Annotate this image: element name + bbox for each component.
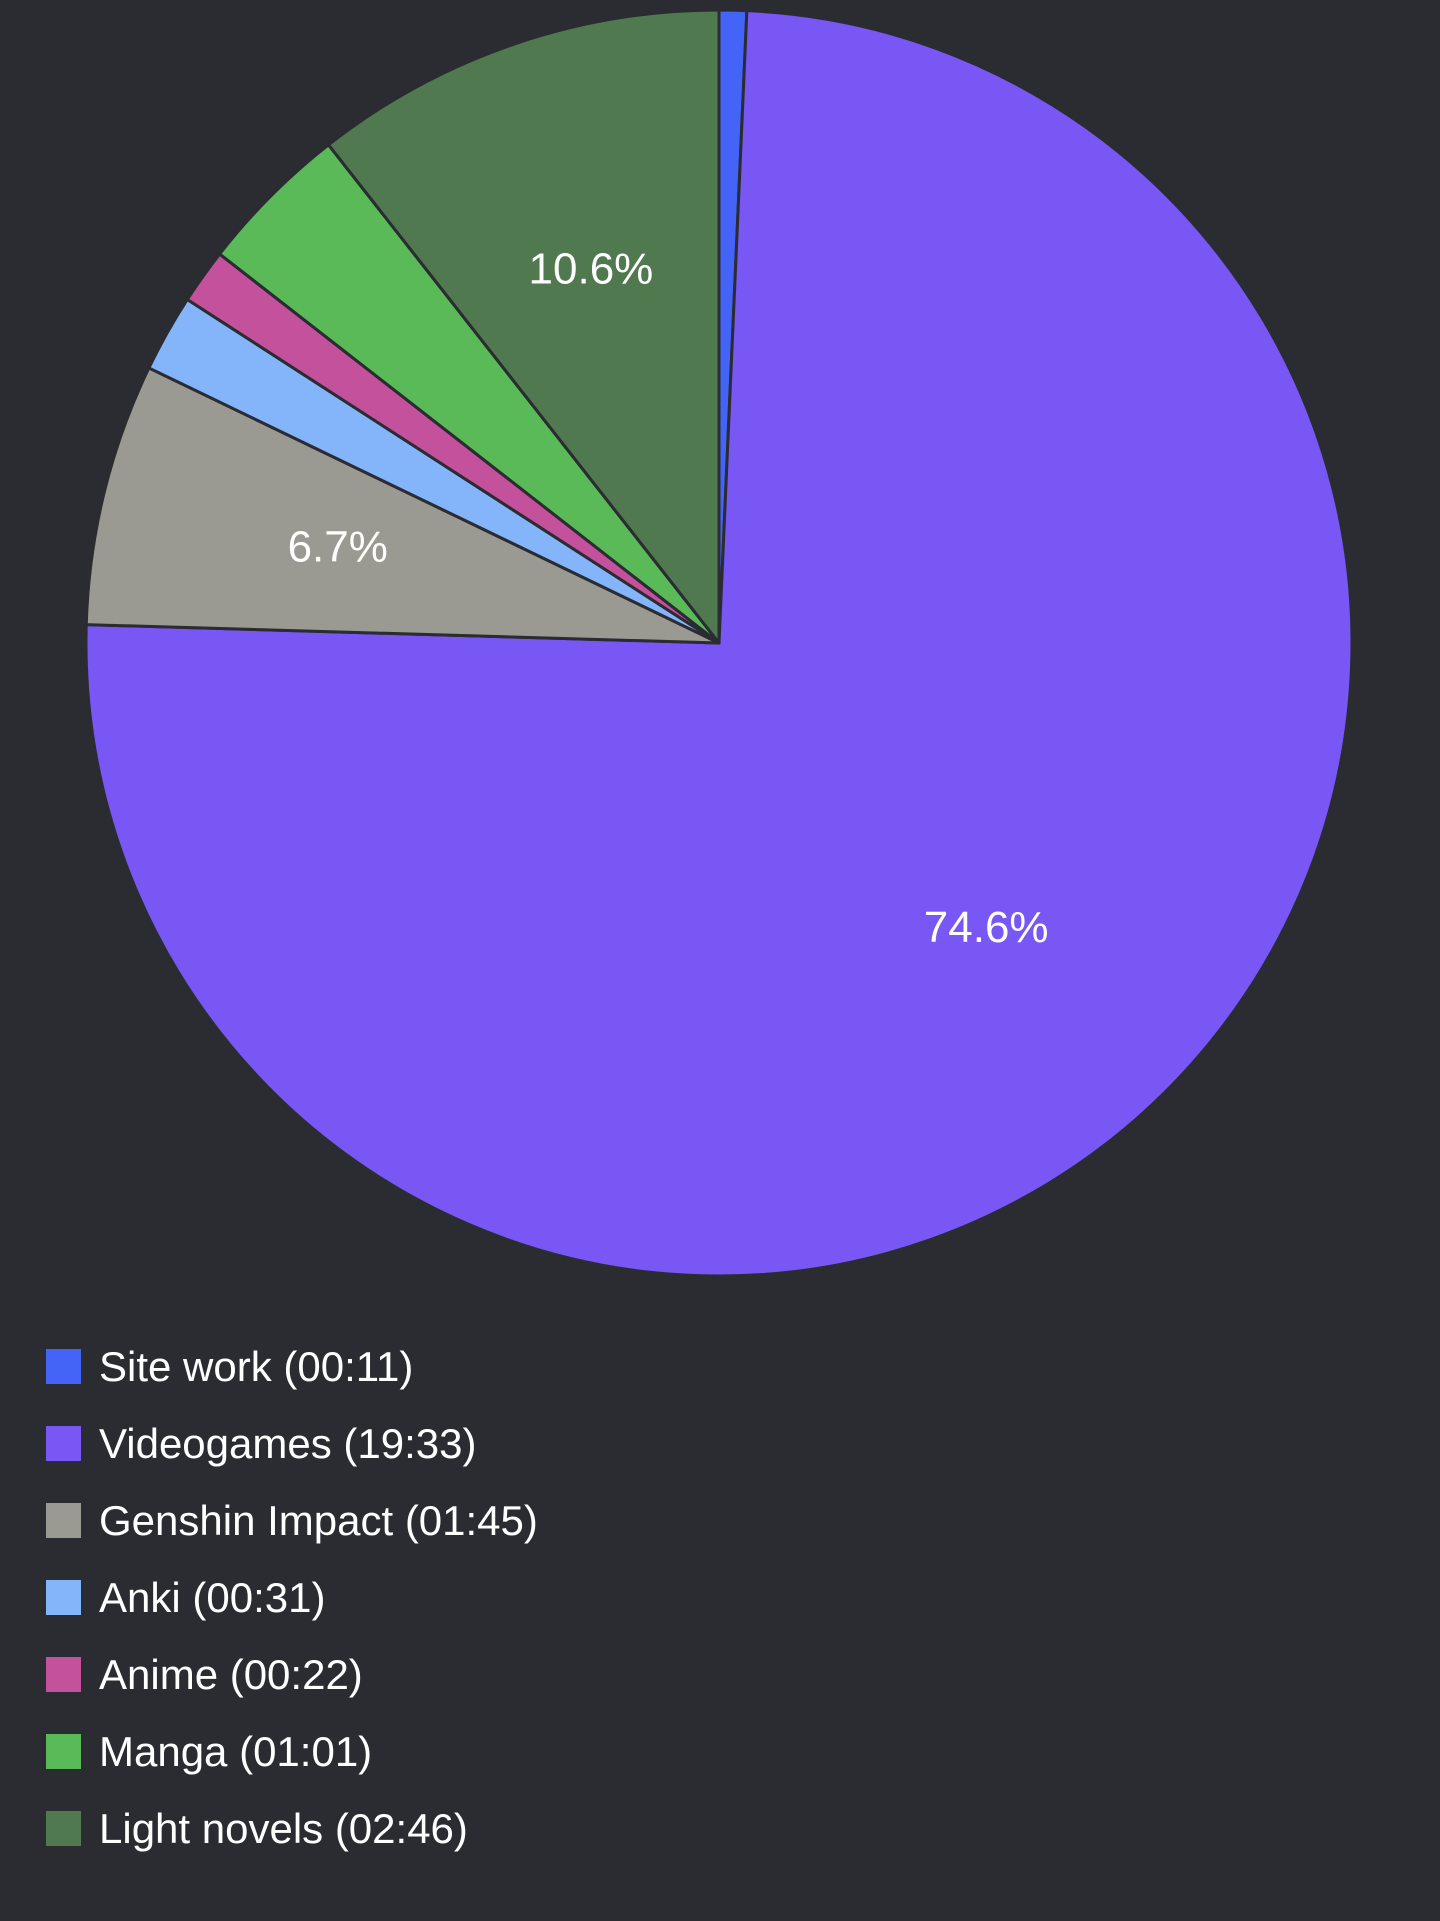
legend-label: Manga (01:01) xyxy=(99,1728,373,1775)
pie-slice-2 xyxy=(84,366,721,645)
legend-swatch xyxy=(46,1503,81,1538)
legend-label: Site work (00:11) xyxy=(99,1343,414,1390)
legend-swatch xyxy=(46,1657,81,1692)
legend-label: Anki (00:31) xyxy=(99,1574,326,1621)
slice-percent-label-1: 74.6% xyxy=(924,903,1049,952)
slice-percent-label-2: 6.7% xyxy=(288,523,388,572)
legend-label: Videogames (19:33) xyxy=(99,1420,477,1467)
pie-slice-6 xyxy=(327,8,721,645)
legend-swatch xyxy=(46,1811,81,1846)
legend-swatch xyxy=(46,1734,81,1769)
legend-label: Genshin Impact (01:45) xyxy=(99,1497,538,1544)
legend-swatch xyxy=(46,1349,81,1384)
legend-swatch xyxy=(46,1426,81,1461)
slice-percent-label-6: 10.6% xyxy=(529,245,654,294)
legend-label: Anime (00:22) xyxy=(99,1651,363,1698)
legend-swatch xyxy=(46,1580,81,1615)
legend-label: Light novels (02:46) xyxy=(99,1805,468,1852)
pie-chart: 74.6% 6.7% 10.6% xyxy=(84,8,1354,1278)
